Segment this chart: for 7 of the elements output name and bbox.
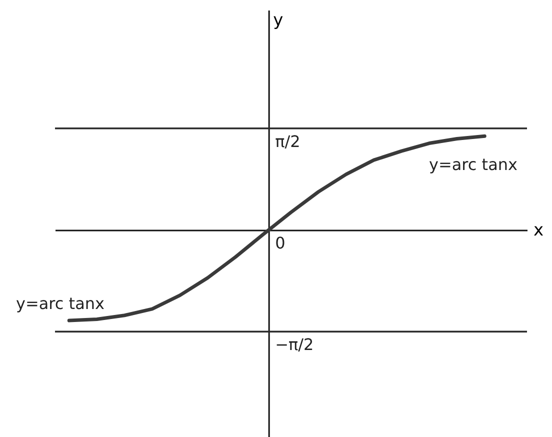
y-tick-label: 0 [275,233,286,252]
y-tick-label: π/2 [275,132,300,151]
y-axis-title: y [273,10,284,30]
y-tick-label: −π/2 [275,335,314,354]
annotation: y=arc tanx [429,155,518,174]
annotation: y=arc tanx [16,294,104,313]
x-axis-title: x [534,220,544,240]
